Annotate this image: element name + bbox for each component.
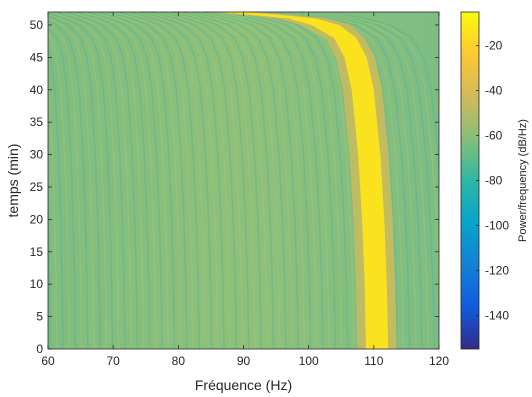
harmonic-stripe xyxy=(123,12,207,349)
harmonic-stripe xyxy=(318,12,436,349)
harmonic-stripe xyxy=(218,12,318,349)
colorbar-gradient xyxy=(461,12,479,349)
harmonic-stripe xyxy=(96,12,176,349)
harmonic-stripe xyxy=(186,12,281,349)
harmonic-stripe xyxy=(48,12,114,349)
y-tick-label: 30 xyxy=(30,148,44,162)
colorbar-tick-label: -120 xyxy=(485,263,509,277)
harmonic-stripe xyxy=(181,12,275,349)
harmonic-stripe xyxy=(160,12,250,349)
x-tick-label: 100 xyxy=(299,354,319,368)
harmonic-stripe xyxy=(48,20,89,349)
harmonic-stripe xyxy=(191,12,287,349)
harmonic-stripe xyxy=(144,12,231,349)
harmonic-stripe xyxy=(48,45,64,349)
colorbar-tick-label: -40 xyxy=(485,84,503,98)
harmonic-stripe xyxy=(323,12,439,309)
harmonic-stripe xyxy=(81,12,157,349)
harmonic-stripe xyxy=(49,12,120,349)
colorbar-tick-label: -20 xyxy=(485,39,503,53)
x-tick-label: 90 xyxy=(237,354,251,368)
y-tick-label: 40 xyxy=(30,83,44,97)
harmonic-stripe xyxy=(91,12,169,349)
colorbar-label: Power/frequency (dB/Hz) xyxy=(517,119,529,242)
harmonic-stripe xyxy=(75,12,151,349)
harmonic-stripe xyxy=(48,22,83,349)
x-tick-label: 120 xyxy=(429,354,449,368)
y-tick-label: 25 xyxy=(30,180,44,194)
harmonic-stripe xyxy=(149,12,238,349)
x-axis-label: Fréquence (Hz) xyxy=(195,377,292,393)
plot-area xyxy=(48,12,439,349)
harmonic-stripe xyxy=(112,12,194,349)
harmonic-stripe xyxy=(228,12,330,349)
harmonic-stripe xyxy=(70,12,145,349)
harmonic-stripe xyxy=(107,12,188,349)
harmonic-stripe xyxy=(175,12,269,349)
harmonic-stripe xyxy=(312,12,429,349)
harmonic-stripe xyxy=(197,12,293,349)
y-tick-label: 0 xyxy=(36,342,43,356)
colorbar: -20 -40 -60 -80 -100 -120 -140 Power/frequency… xyxy=(460,11,529,350)
harmonic-stripe xyxy=(65,12,139,349)
harmonic-stripe xyxy=(48,76,58,349)
harmonic-stripe xyxy=(307,12,423,349)
x-axis-ticks: 60 70 80 90 100 110 120 xyxy=(41,12,449,368)
x-tick-label: 60 xyxy=(41,354,55,368)
harmonic-stripe xyxy=(48,182,52,349)
x-tick-label: 80 xyxy=(172,354,186,368)
ridge-halo xyxy=(206,12,397,349)
harmonic-stripe xyxy=(170,12,262,349)
harmonic-stripe xyxy=(239,12,343,349)
harmonic-stripe xyxy=(212,12,312,349)
harmonic-stripe xyxy=(139,12,225,349)
x-tick-label: 110 xyxy=(364,354,383,368)
harmonic-stripe xyxy=(133,12,219,349)
harmonic-stripe xyxy=(297,12,411,349)
harmonic-stripe xyxy=(118,12,200,349)
harmonic-stripe xyxy=(102,12,182,349)
harmonic-stripe xyxy=(154,12,244,349)
harmonic-stripe xyxy=(54,12,126,349)
y-tick-label: 45 xyxy=(30,50,44,64)
y-axis-ticks: 0 5 10 15 20 25 30 35 40 45 50 xyxy=(30,18,439,356)
harmonic-stripe xyxy=(86,12,163,349)
harmonic-stripe xyxy=(233,12,337,349)
y-tick-label: 5 xyxy=(36,310,43,324)
harmonic-stripe xyxy=(48,27,77,349)
y-tick-label: 35 xyxy=(30,115,44,129)
y-axis-label: temps (min) xyxy=(5,144,21,218)
harmonic-stripe xyxy=(48,15,101,349)
harmonic-stripe xyxy=(291,12,405,349)
harmonic-stripe xyxy=(128,12,213,349)
harmonic-stripe xyxy=(165,12,256,349)
harmonic-stripe xyxy=(328,12,439,178)
dominant-frequency-ridge xyxy=(216,12,389,349)
harmonic-stripe xyxy=(48,17,95,349)
y-tick-label: 10 xyxy=(30,277,44,291)
harmonic-stripe xyxy=(207,12,306,349)
harmonic-stripe xyxy=(48,14,108,349)
harmonic-stripe xyxy=(60,12,132,349)
harmonic-stripe xyxy=(48,33,70,349)
colorbar-ticks: -20 -40 -60 -80 -100 -120 -140 xyxy=(476,39,509,322)
harmonic-stripes xyxy=(48,12,439,349)
harmonic-stripe xyxy=(286,12,399,349)
harmonic-stripe xyxy=(244,12,349,349)
x-tick-label: 70 xyxy=(106,354,120,368)
y-tick-label: 20 xyxy=(30,212,44,226)
colorbar-tick-label: -60 xyxy=(485,129,503,143)
colorbar-tick-label: -100 xyxy=(485,218,509,232)
harmonic-stripe xyxy=(302,12,417,349)
colorbar-tick-label: -80 xyxy=(485,174,503,188)
harmonic-stripe xyxy=(202,12,299,349)
y-tick-label: 50 xyxy=(30,18,44,32)
colorbar-tick-label: -140 xyxy=(485,308,509,322)
harmonic-stripe xyxy=(223,12,324,349)
harmonic-stripe xyxy=(249,12,355,349)
y-tick-label: 15 xyxy=(30,245,44,259)
